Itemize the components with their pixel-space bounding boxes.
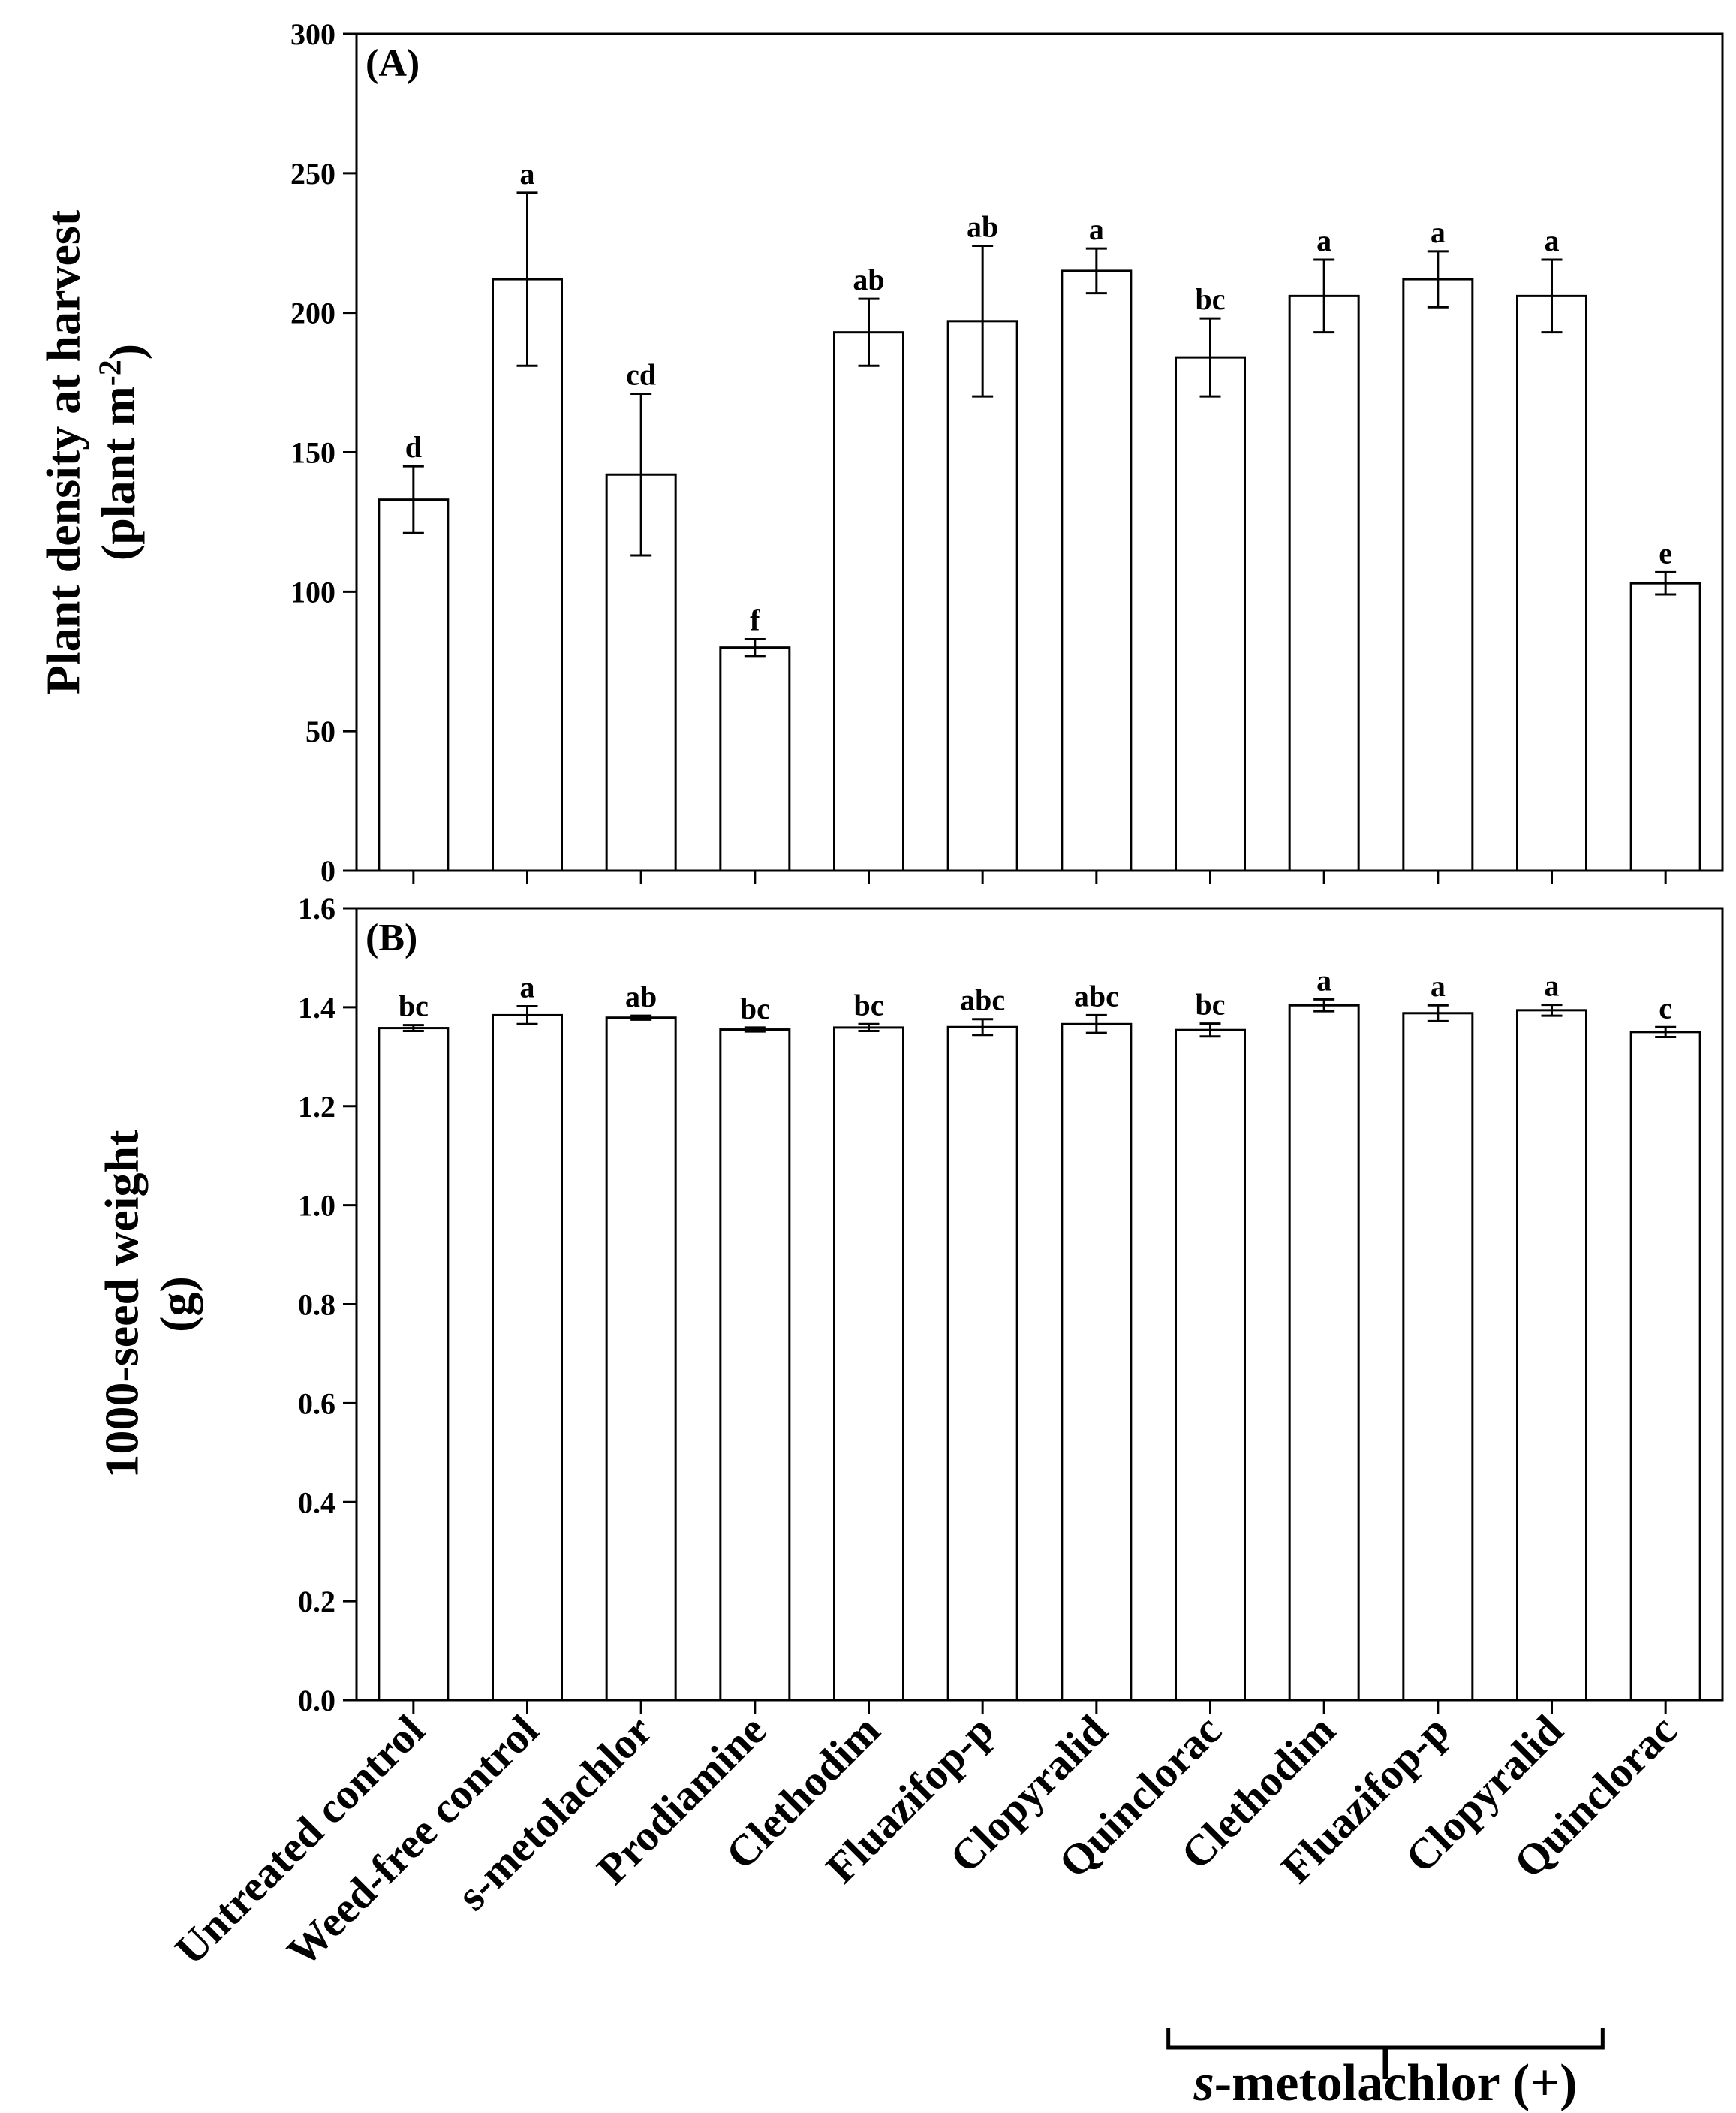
panel-a-label: (A) xyxy=(366,42,420,85)
panel-b-ytick-label: 1.6 xyxy=(298,892,335,926)
panel-a-bar xyxy=(1288,294,1360,872)
panel-a-significance-letter: bc xyxy=(1196,282,1226,316)
panel-b-bar xyxy=(833,1026,904,1702)
panel-b-significance-letter: bc xyxy=(854,988,884,1022)
panel-a-significance-letter: ab xyxy=(853,263,884,296)
panel-b-significance-letter: abc xyxy=(1074,979,1119,1013)
panel-b-bar xyxy=(1516,1009,1587,1702)
panel-b-ytick-label: 0.4 xyxy=(298,1485,335,1519)
panel-a-ytick-label: 100 xyxy=(290,575,335,609)
panel-a-ytick-label: 150 xyxy=(290,436,335,470)
panel-b-bar xyxy=(1288,1004,1360,1702)
panel-b-significance-letter: bc xyxy=(740,992,770,1025)
group-label: s-metolachlor (+) xyxy=(1193,2054,1578,2112)
panel-b-significance-letter: bc xyxy=(399,989,429,1023)
panel-b-y-axis-title: 1000-seed weight(g) xyxy=(95,1130,204,1479)
group-bracket xyxy=(1166,2028,1605,2050)
panel-b-bar xyxy=(378,1027,450,1702)
panel-b-significance-letter: abc xyxy=(960,983,1005,1017)
panel-b-bar xyxy=(946,1025,1018,1702)
panel-a-ytick-label: 0 xyxy=(320,854,335,888)
panel-a-bar xyxy=(1175,356,1246,872)
panel-a-ytick-label: 50 xyxy=(305,715,335,748)
panel-b-significance-letter: a xyxy=(1431,969,1446,1003)
panel-b-ytick-label: 1.2 xyxy=(298,1090,335,1124)
panel-a-significance-letter: e xyxy=(1659,536,1672,570)
panel-a-bar xyxy=(1402,278,1474,872)
panel-b-ytick-label: 0.2 xyxy=(298,1585,335,1618)
panel-a-bar xyxy=(378,498,450,872)
panel-a-significance-letter: d xyxy=(405,430,422,464)
panel-b-bar xyxy=(719,1028,791,1702)
panel-a-bar xyxy=(1061,269,1133,872)
panel-b-ytick-label: 1.0 xyxy=(298,1189,335,1223)
panel-a-significance-letter: cd xyxy=(626,357,656,391)
panel-b-significance-letter: a xyxy=(1316,963,1331,997)
panel-b-significance-letter: a xyxy=(1545,969,1560,1003)
panel-b-bar xyxy=(1175,1028,1246,1702)
panel-a-bar xyxy=(1516,294,1587,872)
panel-a-ytick-label: 200 xyxy=(290,296,335,330)
panel-a-bar xyxy=(946,320,1018,872)
panel-a-bar xyxy=(1629,582,1701,872)
panel-b-bar xyxy=(1629,1031,1701,1702)
panel-b-ytick-label: 0.6 xyxy=(298,1386,335,1420)
panel-b-bar xyxy=(492,1013,563,1702)
panel-a-significance-letter: f xyxy=(750,603,760,637)
panel-a-significance-letter: a xyxy=(1431,215,1446,249)
panel-b-bar xyxy=(1402,1012,1474,1702)
panel-a-ytick-label: 250 xyxy=(290,157,335,191)
category-label: s-metolachlor xyxy=(447,1705,661,1919)
panel-a-bar xyxy=(719,646,791,872)
panel-a-significance-letter: a xyxy=(1316,224,1331,257)
panel-a-bar xyxy=(492,278,563,872)
panel-b-label: (B) xyxy=(366,917,417,959)
panel-b-significance-letter: bc xyxy=(1196,988,1226,1022)
panel-b-bar xyxy=(605,1016,677,1702)
panel-b-significance-letter: c xyxy=(1659,991,1672,1025)
panel-b-ytick-label: 0.0 xyxy=(298,1684,335,1717)
panel-a-y-axis-title: Plant density at harvest(plant m-2) xyxy=(37,209,153,694)
panel-b-significance-letter: a xyxy=(520,971,535,1004)
panel-b-ytick-label: 0.8 xyxy=(298,1288,335,1322)
panel-a-significance-letter: a xyxy=(1545,224,1560,257)
panel-a-significance-letter: a xyxy=(520,157,535,191)
panel-a-significance-letter: ab xyxy=(967,209,998,243)
panel-a-ytick-label: 300 xyxy=(290,17,335,51)
panel-a-significance-letter: a xyxy=(1089,212,1104,246)
panel-a-bar xyxy=(833,331,904,872)
panel-b-ytick-label: 1.4 xyxy=(298,991,335,1025)
panel-b-significance-letter: ab xyxy=(625,980,657,1013)
panel-b-bar xyxy=(1061,1022,1133,1702)
